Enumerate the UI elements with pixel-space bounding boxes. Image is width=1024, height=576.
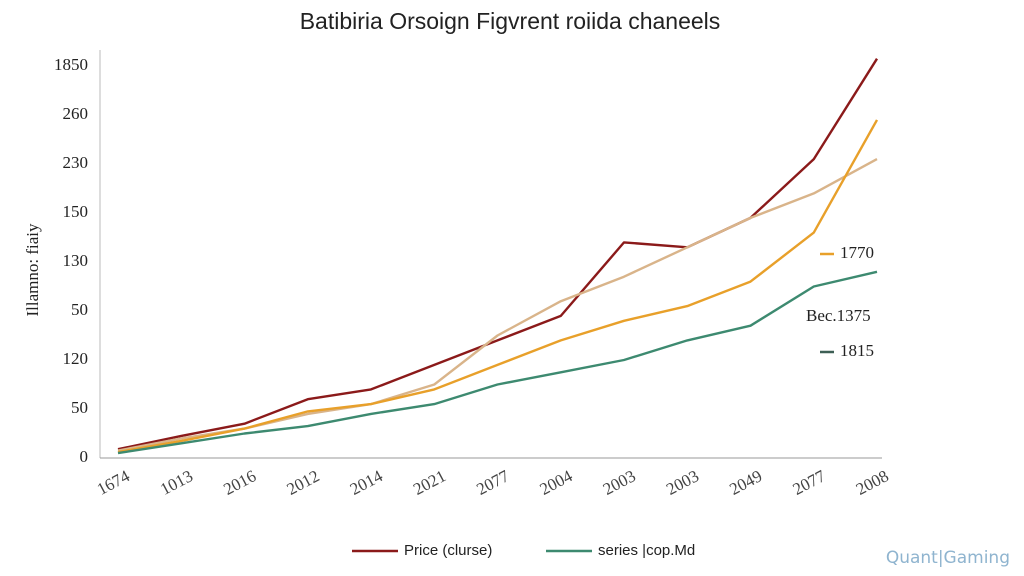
series-line	[117, 58, 879, 451]
x-tick-label: 2049	[726, 466, 765, 499]
series-line	[117, 119, 879, 454]
x-tick-label: 2014	[347, 466, 386, 499]
y-tick-label: 230	[63, 153, 89, 172]
legend-label: series |cop.Md	[598, 542, 695, 559]
x-tick-label: 2008	[853, 466, 892, 499]
annotation: 1815	[840, 341, 874, 360]
x-tick-label: 2021	[410, 466, 449, 499]
y-axis-label: Illamno: fiaiy	[23, 223, 42, 317]
annotation: Bec.1375	[806, 306, 871, 325]
chart-title: Batibiria Orsoign Figvrent roiida chanee…	[300, 8, 721, 34]
x-tick-label: 1013	[157, 466, 196, 499]
annotation: 1770	[840, 243, 874, 262]
legend-label: Price (clurse)	[404, 542, 492, 559]
series-line	[117, 158, 878, 452]
y-tick-label: 150	[63, 202, 89, 221]
y-tick-label: 0	[80, 447, 89, 466]
series-line	[117, 270, 878, 455]
y-tick-label: 50	[71, 300, 88, 319]
y-tick-label: 120	[63, 349, 89, 368]
y-tick-label: 1850	[54, 55, 88, 74]
x-tick-label: 1674	[94, 466, 133, 499]
watermark: Quant|Gaming	[886, 548, 1010, 568]
x-tick-label: 2003	[600, 466, 639, 499]
y-tick-label: 50	[71, 398, 88, 417]
x-tick-label: 2077	[790, 466, 829, 499]
y-tick-label: 260	[63, 104, 89, 123]
x-tick-label: 2004	[537, 466, 576, 499]
x-tick-label: 2003	[663, 466, 702, 499]
x-tick-label: 2016	[220, 466, 259, 499]
y-tick-label: 130	[63, 251, 89, 270]
x-tick-label: 2077	[473, 466, 512, 499]
x-tick-label: 2012	[284, 466, 323, 499]
